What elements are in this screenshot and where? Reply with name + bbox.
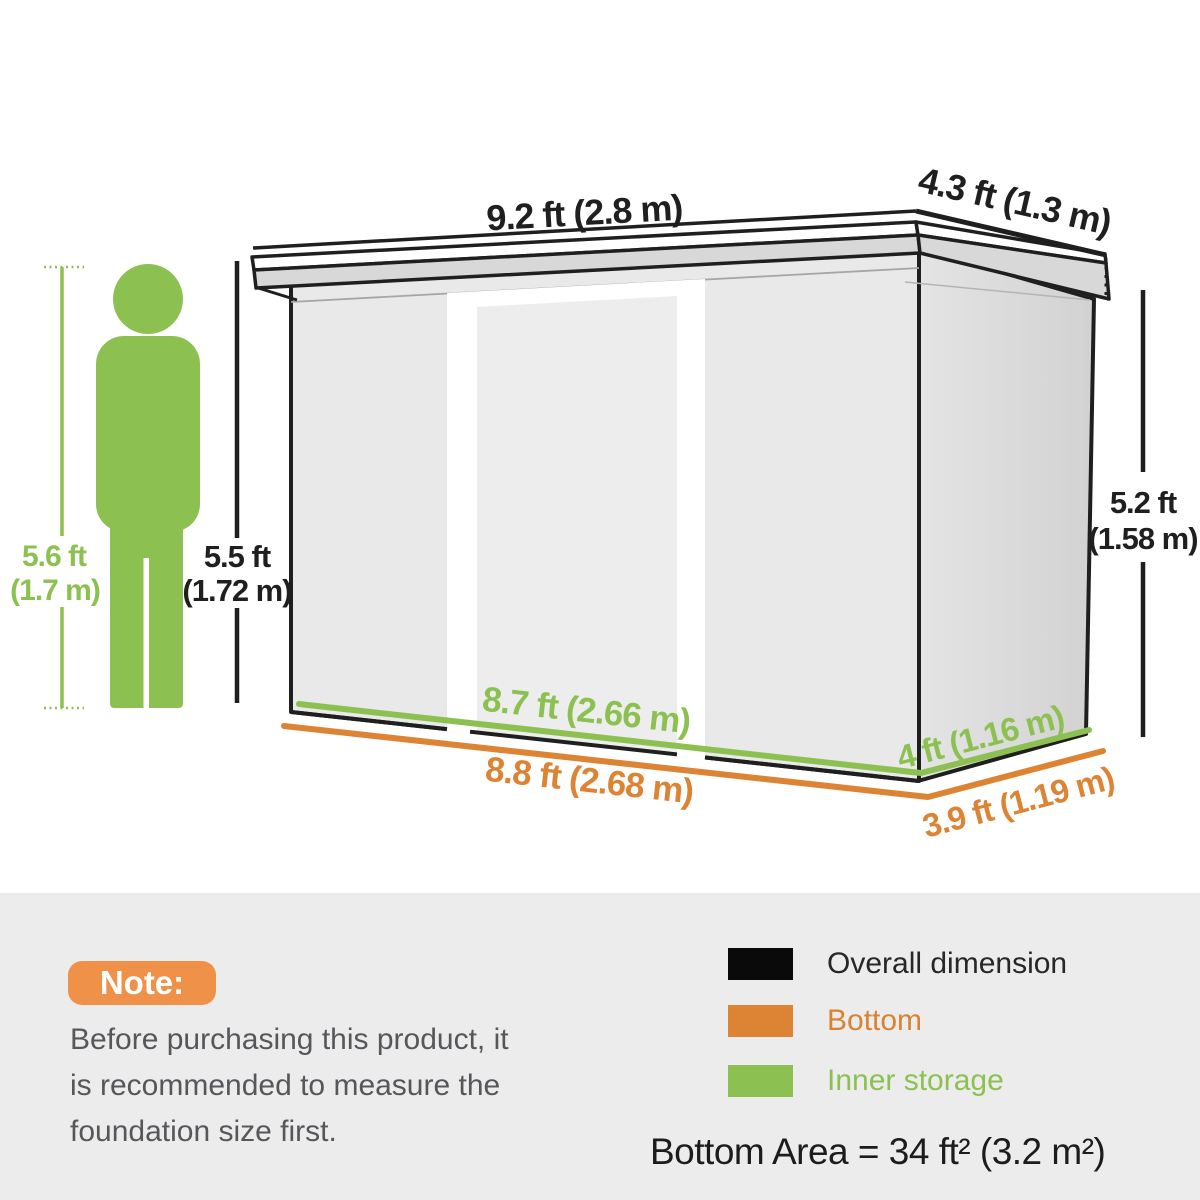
dim-line-depth	[915, 208, 1107, 258]
legend-label-bottom: Bottom	[827, 1004, 923, 1037]
overall-dimension-lines	[234, 208, 1146, 737]
label-rear-height-ft: 5.2 ft	[1110, 485, 1177, 520]
roof-overhang-shadow	[254, 285, 298, 302]
note-badge-label: Note:	[99, 964, 185, 1001]
shed-side-wall	[915, 246, 1096, 783]
note-line: foundation size first.	[70, 1115, 337, 1148]
note-line: Before purchasing this product, it	[70, 1023, 509, 1056]
info-section: Note: Before purchasing this product, it…	[0, 893, 1200, 1200]
shed-body	[289, 246, 1096, 783]
note-line: is recommended to measure the	[70, 1069, 501, 1102]
person-leg-divider	[143, 558, 149, 708]
note-badge: Note:	[68, 961, 216, 1005]
legend-label-overall: Overall dimension	[827, 947, 1068, 980]
side-wall-seam	[904, 281, 1091, 301]
label-overall-width: 9.2 ft (2.8 m)	[485, 187, 683, 239]
door-track-gap-right	[676, 750, 706, 761]
bottom-area-text: Bottom Area = 34 ft² (3.2 m²)	[650, 1131, 1106, 1172]
bottom-baseline	[281, 723, 1106, 800]
shed-roof	[250, 220, 1111, 302]
person-figure	[96, 264, 200, 708]
legend-item-inner-storage: Inner storage	[728, 1064, 1004, 1097]
door-track-gap-left	[446, 725, 471, 736]
person-height-line	[44, 265, 84, 710]
label-rear-height-m: (1.58 m)	[1088, 521, 1197, 556]
legend-swatch-inner	[728, 1065, 793, 1097]
shed-drawing: 9.2 ft (2.8 m) 4.3 ft (1.3 m) 5.6 ft (1.…	[10, 159, 1198, 845]
label-front-height-ft: 5.5 ft	[204, 539, 271, 574]
label-person-height-m: (1.7 m)	[10, 574, 100, 607]
note-paragraph: Before purchasing this product, it is re…	[70, 1017, 509, 1155]
label-person-height-ft: 5.6 ft	[22, 540, 87, 573]
front-wall-bottom-edge	[290, 710, 920, 783]
inner-storage-baseline	[296, 701, 1092, 776]
inner-swatch	[728, 1065, 793, 1097]
legend-item-overall: Overall dimension	[728, 947, 1068, 980]
person-head	[113, 264, 183, 334]
door-panel	[477, 296, 677, 752]
legend-item-bottom: Bottom	[728, 1004, 923, 1037]
legend-swatch-overall	[728, 948, 793, 980]
legend-swatch-bottom	[728, 1005, 793, 1037]
label-front-height-m: (1.72 m)	[182, 573, 291, 608]
bottom-swatch	[728, 1005, 793, 1037]
overall-swatch	[728, 948, 793, 980]
dim-line-width	[252, 209, 917, 250]
roof-fascia-right	[916, 233, 1111, 301]
legend-label-inner-storage: Inner storage	[827, 1064, 1004, 1097]
